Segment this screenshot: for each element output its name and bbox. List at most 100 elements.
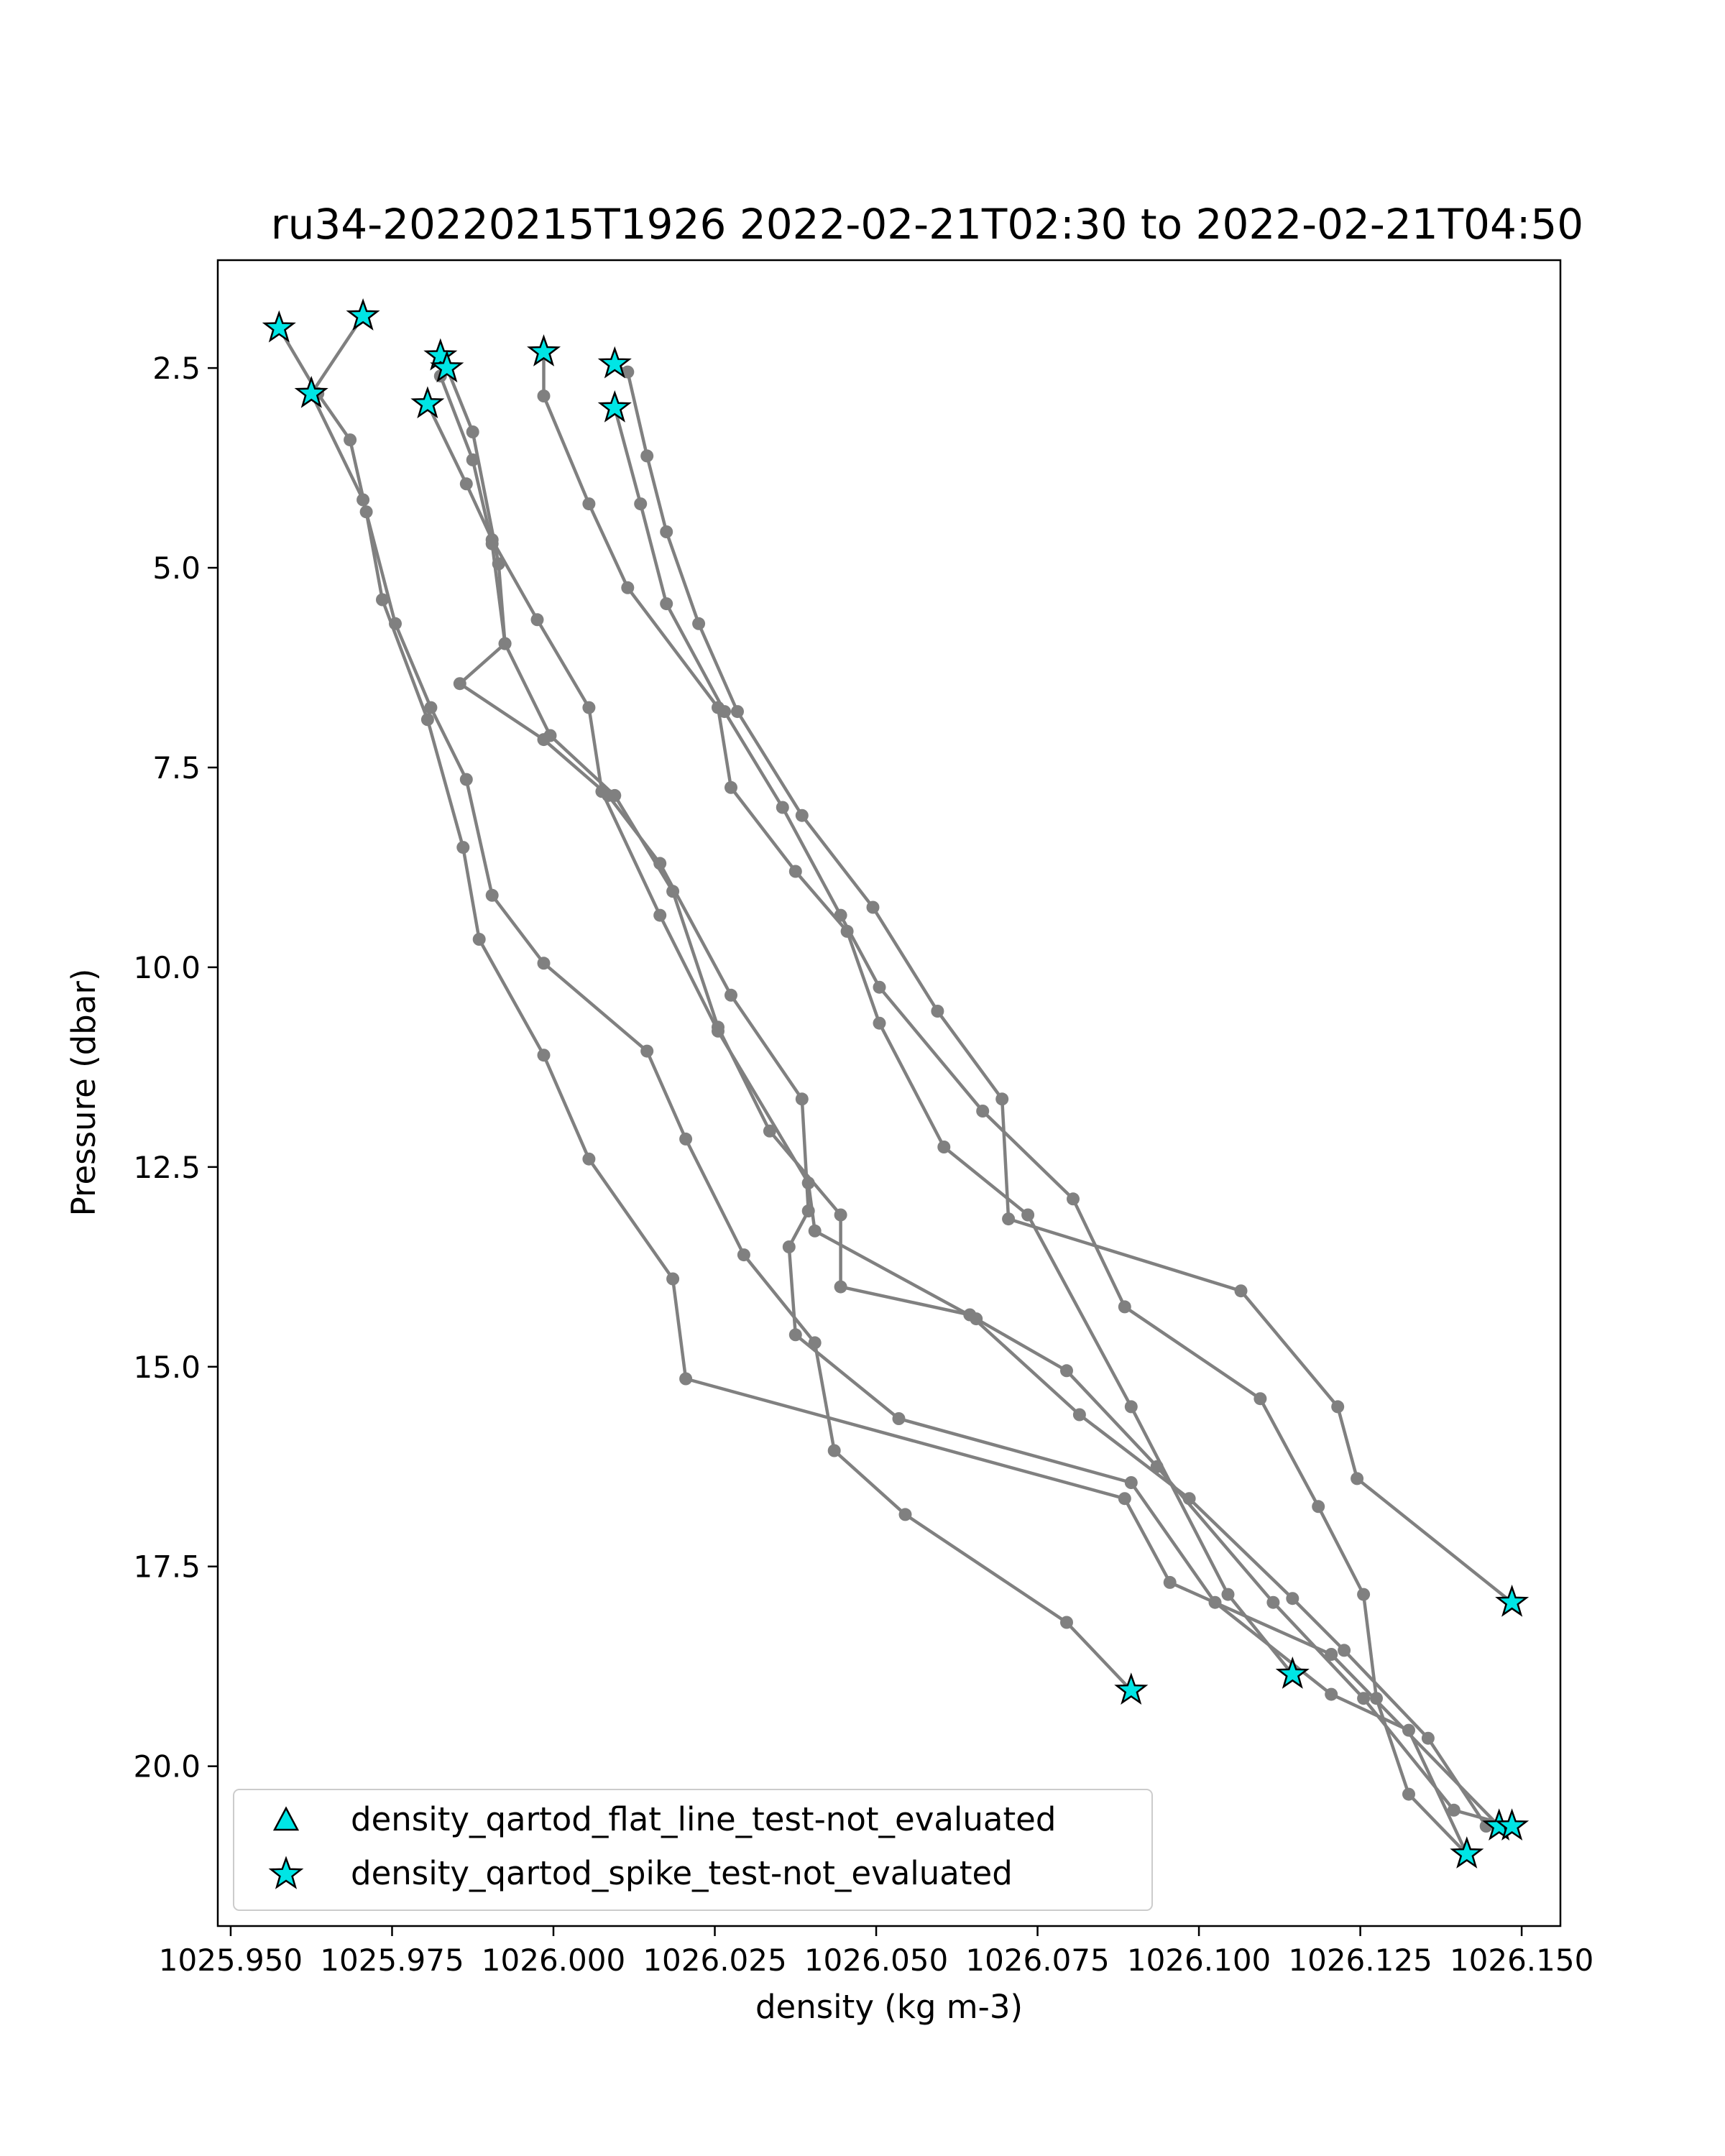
spike-flag-star [597,390,632,423]
profile-point [679,1372,693,1386]
profile-point [788,1328,802,1342]
profile-point [834,1280,847,1294]
profile-point [1118,1300,1131,1314]
profile-point [1163,1575,1177,1589]
profile-point [621,581,635,594]
profile-point [459,773,473,786]
x-tick-label: 1025.975 [320,1943,464,1978]
x-axis: 1025.950 1025.975 1026.000 1026.025 1026.050… [159,1926,1593,1978]
profile-point [712,1024,724,1038]
profile-line [542,351,1294,1676]
profile-point [537,390,551,402]
x-tick-label: 1026.125 [1288,1943,1432,1978]
profile-point [1124,1400,1138,1414]
profile-point [692,617,706,630]
spike-flag-star [262,310,296,343]
profile-point [653,908,667,922]
spike-flag-star [1450,1836,1484,1869]
profile-point [1208,1595,1222,1609]
profile-point [873,980,886,994]
profile-point [344,433,357,447]
y-axis: 2.5 5.0 7.5 10.0 12.5 15.0 17.5 20.0 [133,351,218,1784]
profile-point [1067,1192,1080,1206]
profile-point [666,1272,680,1286]
profile-point [1150,1460,1164,1473]
y-axis-label: Pressure (dbar) [65,969,103,1217]
y-tick-label: 10.0 [133,950,201,985]
profile-point [718,705,731,719]
profile-point [866,900,880,914]
profile-series-2 [305,309,1138,1697]
profile-point [424,701,438,714]
profile-point [640,1044,654,1058]
profile-point [801,1204,815,1217]
profile-point [724,780,737,794]
profile-point [1072,1408,1086,1422]
plot-frame [216,259,1562,1927]
profile-point [459,477,473,491]
profile-point [1312,1500,1325,1514]
legend-triangle-marker [272,1806,300,1831]
profile-point [1002,1212,1016,1226]
legend-entry-spike: density_qartod_spike_test-not_evaluated [351,1854,1013,1892]
profile-point [634,497,648,511]
profile-point [795,1092,809,1106]
profile-point [456,841,470,854]
profile-point [453,677,466,691]
profile-point [1402,1787,1415,1801]
spike-flag-star [1114,1672,1149,1705]
profile-point [873,1016,886,1030]
profile-point [788,865,802,878]
profile-point [472,933,486,946]
profile-point [653,857,667,870]
profile-point [420,713,434,727]
legend-frame [233,1789,1153,1911]
profile-point [582,701,596,714]
profile-point [537,1049,551,1062]
y-tick-label: 20.0 [133,1749,201,1784]
profile-point [1234,1284,1248,1298]
profile-point [640,449,654,463]
profile-point [737,1248,750,1262]
y-tick-label: 17.5 [133,1549,201,1585]
y-tick-label: 7.5 [152,750,201,786]
legend-entry-flat-line: density_qartod_flat_line_test-not_evalua… [351,1800,1056,1838]
profile-point [537,733,551,747]
spike-flag-star [527,334,561,367]
profile-point [776,801,789,814]
profile-point [1357,1588,1371,1601]
profile-line [309,315,1133,1692]
profile-point [356,493,370,507]
profile-point [1370,1692,1383,1705]
profile-point [660,525,673,538]
profile-point [376,593,389,607]
profile-point [679,1132,693,1146]
profile-point [931,1005,944,1018]
profile-series-8 [433,369,1473,1861]
profile-point [498,637,512,650]
profile-point [582,497,596,511]
profile-point [937,1141,951,1153]
profile-point [466,453,479,466]
profile-point [892,1412,906,1425]
spike-flag-star [1275,1657,1310,1689]
spike-flag-star [346,298,380,331]
chart-title: ru34-20220215T1926 2022-02-21T02:30 to 2… [271,200,1583,249]
profile-point [582,1152,596,1166]
spike-flag-star [1495,1808,1530,1841]
y-tick-label: 2.5 [152,351,201,386]
profile-point [1221,1588,1235,1601]
profile-point [1421,1731,1435,1745]
profile-series-5 [608,401,1473,1861]
profile-point [1447,1803,1460,1817]
profile-point [1357,1692,1371,1705]
profile-point [1060,1616,1073,1629]
profile-point [389,617,402,630]
profile-point [660,597,673,611]
spike-flag-star [410,386,445,419]
x-tick-label: 1026.050 [804,1943,948,1978]
profile-point [834,908,847,922]
profile-point [485,537,499,550]
profile-point [1325,1648,1338,1661]
